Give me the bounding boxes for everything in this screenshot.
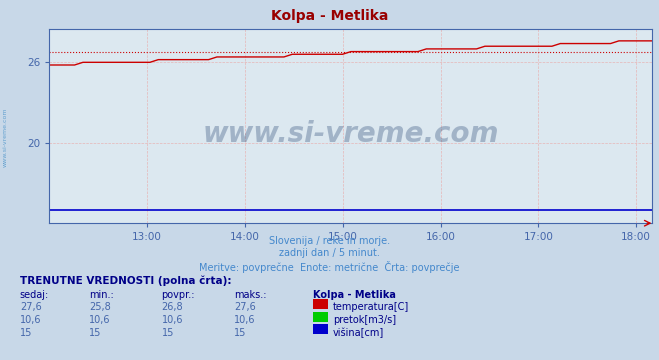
Text: višina[cm]: višina[cm] (333, 328, 384, 338)
Text: 10,6: 10,6 (234, 315, 256, 325)
Text: pretok[m3/s]: pretok[m3/s] (333, 315, 396, 325)
Text: Slovenija / reke in morje.: Slovenija / reke in morje. (269, 236, 390, 246)
Text: 15: 15 (20, 328, 32, 338)
Text: temperatura[C]: temperatura[C] (333, 302, 409, 312)
Text: 10,6: 10,6 (161, 315, 183, 325)
Text: 25,8: 25,8 (89, 302, 111, 312)
Text: 15: 15 (89, 328, 101, 338)
Text: 26,8: 26,8 (161, 302, 183, 312)
Text: Meritve: povprečne  Enote: metrične  Črta: povprečje: Meritve: povprečne Enote: metrične Črta:… (199, 261, 460, 273)
Text: www.si-vreme.com: www.si-vreme.com (3, 107, 8, 167)
Text: Kolpa - Metlika: Kolpa - Metlika (271, 9, 388, 23)
Text: Kolpa - Metlika: Kolpa - Metlika (313, 290, 396, 300)
Text: sedaj:: sedaj: (20, 290, 49, 300)
Text: 10,6: 10,6 (20, 315, 42, 325)
Text: maks.:: maks.: (234, 290, 266, 300)
Text: www.si-vreme.com: www.si-vreme.com (203, 120, 499, 148)
Text: 15: 15 (161, 328, 174, 338)
Text: 10,6: 10,6 (89, 315, 111, 325)
Text: TRENUTNE VREDNOSTI (polna črta):: TRENUTNE VREDNOSTI (polna črta): (20, 275, 231, 286)
Text: 15: 15 (234, 328, 246, 338)
Text: 27,6: 27,6 (234, 302, 256, 312)
Text: 27,6: 27,6 (20, 302, 42, 312)
Text: min.:: min.: (89, 290, 114, 300)
Text: povpr.:: povpr.: (161, 290, 195, 300)
Text: zadnji dan / 5 minut.: zadnji dan / 5 minut. (279, 248, 380, 258)
